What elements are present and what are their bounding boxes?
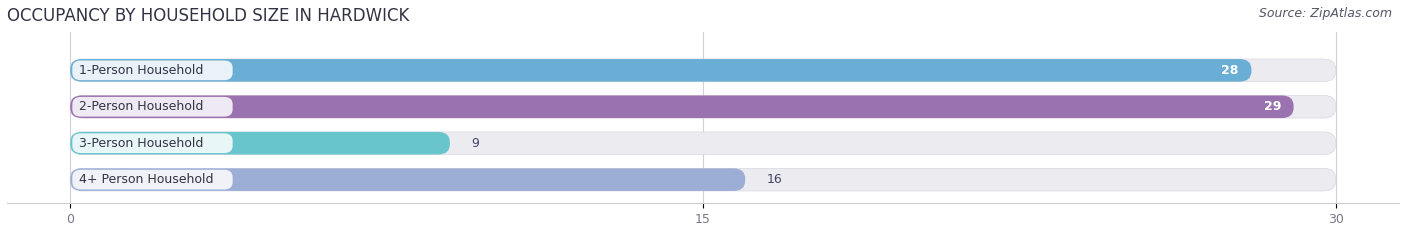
Text: 9: 9 <box>471 137 479 150</box>
Text: 3-Person Household: 3-Person Household <box>79 137 202 150</box>
FancyBboxPatch shape <box>72 133 232 153</box>
FancyBboxPatch shape <box>70 132 1336 154</box>
FancyBboxPatch shape <box>70 132 450 154</box>
FancyBboxPatch shape <box>70 168 1336 191</box>
FancyBboxPatch shape <box>70 96 1336 118</box>
Text: 16: 16 <box>766 173 782 186</box>
Text: Source: ZipAtlas.com: Source: ZipAtlas.com <box>1258 7 1392 20</box>
Text: 4+ Person Household: 4+ Person Household <box>79 173 214 186</box>
Text: OCCUPANCY BY HOUSEHOLD SIZE IN HARDWICK: OCCUPANCY BY HOUSEHOLD SIZE IN HARDWICK <box>7 7 409 25</box>
FancyBboxPatch shape <box>70 96 1294 118</box>
Text: 28: 28 <box>1222 64 1239 77</box>
Text: 29: 29 <box>1264 100 1281 113</box>
Text: 2-Person Household: 2-Person Household <box>79 100 202 113</box>
FancyBboxPatch shape <box>72 170 232 189</box>
FancyBboxPatch shape <box>70 59 1336 82</box>
FancyBboxPatch shape <box>70 59 1251 82</box>
FancyBboxPatch shape <box>72 97 232 116</box>
FancyBboxPatch shape <box>72 61 232 80</box>
FancyBboxPatch shape <box>70 168 745 191</box>
Text: 1-Person Household: 1-Person Household <box>79 64 202 77</box>
